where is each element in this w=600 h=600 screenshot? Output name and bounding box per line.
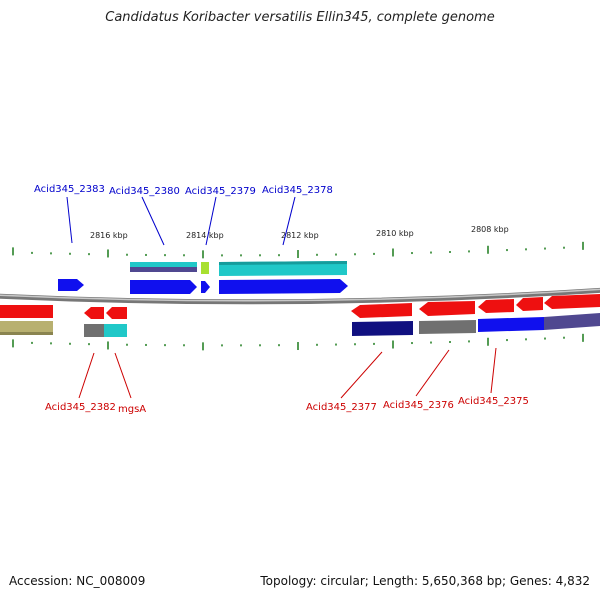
cog-box[interactable] [201,262,209,274]
gene-arrow-forward[interactable] [201,281,210,293]
label-leader-line [66,196,73,244]
cog-box[interactable] [84,324,104,337]
scale-ticks-bottom [12,333,584,351]
gene-arrow-reverse[interactable] [478,299,514,313]
scale-tick-label: 2808 kbp [471,225,509,234]
gene-arrow-forward[interactable] [58,279,84,291]
accession-text: Accession: NC_008009 [9,574,146,588]
gene-label-bottom[interactable]: Acid345_2382 [45,402,116,413]
cog-box[interactable] [478,317,544,332]
gene-label-top[interactable]: Acid345_2380 [109,186,180,197]
cog-box[interactable] [0,321,53,335]
cog-box-shadow [219,261,347,265]
gene-label-bottom[interactable]: Acid345_2375 [458,396,529,407]
label-leader-line [415,349,450,397]
gene-label-bottom[interactable]: Acid345_2376 [383,400,454,411]
gene-label-bottom[interactable]: Acid345_2377 [306,402,377,413]
cog-box[interactable] [544,313,600,330]
genome-backbone-highlight [0,288,600,302]
gene-label-top[interactable]: Acid345_2379 [185,186,256,197]
gene-arrow-reverse[interactable] [419,301,475,316]
cog-box[interactable] [104,324,127,337]
gene-arrow-reverse[interactable] [516,297,543,311]
genome-backbone [0,287,600,305]
gene-arrow-reverse[interactable] [351,303,412,318]
label-leader-line [114,352,132,399]
gene-label-top[interactable]: Acid345_2378 [262,185,333,196]
gene-arrow-reverse[interactable] [544,294,600,309]
scale-tick-label: 2812 kbp [281,231,319,240]
page-title: Candidatus Koribacter versatilis Ellin34… [105,10,495,25]
label-leader-line [490,347,497,394]
gene-arrow-reverse[interactable] [0,305,53,318]
cog-box[interactable] [130,262,197,267]
cog-box[interactable] [352,321,413,336]
label-leader-line [340,351,383,399]
cog-box[interactable] [419,320,476,334]
topology-text: Topology: circular; Length: 5,650,368 bp… [260,574,590,588]
gene-arrow-reverse[interactable] [84,307,104,319]
label-leader-line [141,196,165,246]
gene-arrow-forward[interactable] [130,280,197,294]
gene-arrow-reverse[interactable] [106,307,127,319]
gene-label-bottom[interactable]: mgsA [118,404,146,415]
scale-ticks-top [12,241,584,259]
scale-tick-label: 2814 kbp [186,231,224,240]
label-leader-line [282,196,296,246]
scale-tick-label: 2816 kbp [90,231,128,240]
gene-label-top[interactable]: Acid345_2383 [34,184,105,195]
cog-box[interactable] [130,267,197,272]
label-leader-line [205,196,217,246]
gene-arrow-forward[interactable] [219,279,348,294]
scale-tick-label: 2810 kbp [376,229,414,238]
cog-box-shadow [0,332,53,335]
label-leader-line [78,352,95,399]
